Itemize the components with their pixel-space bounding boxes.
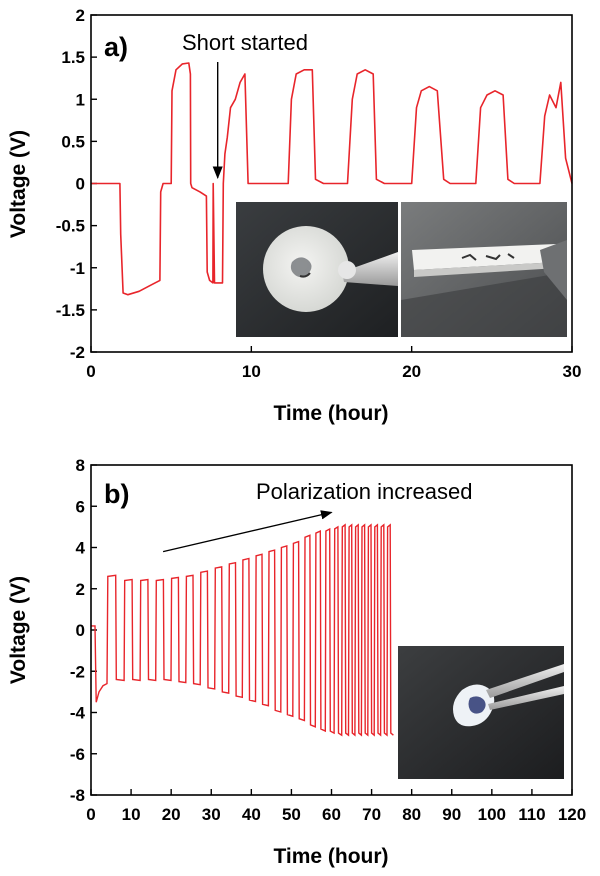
a-y-tick-label: -0.5 — [56, 217, 85, 236]
b-x-tick-label: 30 — [202, 805, 221, 824]
inset-photo-pellet — [401, 202, 567, 337]
a-y-tick-label: 0 — [76, 175, 85, 194]
b-y-tick-label: -4 — [70, 704, 86, 723]
a-x-tick-label: 30 — [563, 362, 582, 381]
b-y-tick-label: -2 — [70, 662, 85, 681]
panel-a-plot-frame — [90, 14, 573, 353]
a-y-tick-label: 2 — [76, 6, 85, 25]
panel-b: -8 -6 -4 -2 0 2 4 6 8 0 10 20 30 40 50 60 70 80 90 100 110 1… — [7, 456, 586, 868]
b-x-tick-label: 120 — [558, 805, 586, 824]
panel-a-label: a) — [104, 32, 128, 62]
a-y-tick-label: -2 — [70, 343, 85, 362]
b-y-tick-label: 4 — [76, 539, 86, 558]
a-x-tick-label: 0 — [86, 362, 95, 381]
b-x-tick-label: 50 — [282, 805, 301, 824]
b-y-tick-label: -8 — [70, 786, 85, 805]
b-x-tick-label: 70 — [362, 805, 381, 824]
panel-b-label: b) — [104, 479, 129, 509]
panel-b-plot-frame — [90, 464, 573, 796]
b-x-tick-label: 60 — [322, 805, 341, 824]
a-y-tick-label: 1.5 — [61, 48, 85, 67]
a-y-tick-label: -1.5 — [56, 301, 85, 320]
panel-a-x-axis-label: Time (hour) — [273, 402, 388, 425]
b-x-tick-label: 0 — [86, 805, 95, 824]
b-x-tick-label: 80 — [402, 805, 421, 824]
b-y-tick-label: -6 — [70, 745, 85, 764]
panel-b-annotation-arrow — [162, 510, 333, 553]
a-x-tick-label: 10 — [242, 362, 261, 381]
panel-b-series-line — [91, 523, 394, 737]
b-y-tick-label: 2 — [76, 580, 85, 599]
inset-photo-membrane — [398, 646, 564, 779]
a-y-tick-label: 1 — [76, 90, 85, 109]
b-x-tick-label: 20 — [162, 805, 181, 824]
panel-a-series-line — [91, 62, 573, 296]
panel-a-series-lines — [91, 62, 573, 296]
b-y-tick-label: 0 — [76, 621, 85, 640]
panel-a-x-ticks: 0 10 20 30 — [86, 346, 581, 381]
panel-b-y-ticks: -8 -6 -4 -2 0 2 4 6 8 — [70, 456, 97, 805]
panel-a: -2 -1.5 -1 -0.5 0 0.5 1 1.5 2 0 10 20 30 a) Short s… — [7, 6, 581, 425]
panel-a-y-ticks: -2 -1.5 -1 -0.5 0 0.5 1 1.5 2 — [56, 6, 97, 362]
panel-b-x-ticks: 0 10 20 30 40 50 60 70 80 90 100 110 120 — [86, 789, 586, 824]
b-y-tick-label: 6 — [76, 497, 85, 516]
panel-b-y-axis-label: Voltage (V) — [7, 576, 30, 684]
panel-a-annotation: Short started — [182, 30, 308, 55]
b-x-tick-label: 110 — [518, 805, 545, 824]
panel-b-annotation: Polarization increased — [256, 479, 472, 504]
b-x-tick-label: 90 — [442, 805, 461, 824]
b-x-tick-label: 100 — [478, 805, 506, 824]
panel-b-series-lines — [91, 523, 394, 737]
panel-b-x-axis-label: Time (hour) — [273, 845, 388, 868]
inset-photo-disk — [236, 202, 398, 337]
a-y-tick-label: -1 — [70, 259, 85, 278]
b-x-tick-label: 10 — [122, 805, 141, 824]
b-y-tick-label: 8 — [76, 456, 85, 475]
b-x-tick-label: 40 — [242, 805, 261, 824]
a-y-tick-label: 0.5 — [61, 132, 85, 151]
a-x-tick-label: 20 — [402, 362, 421, 381]
panel-a-y-axis-label: Voltage (V) — [7, 130, 30, 238]
